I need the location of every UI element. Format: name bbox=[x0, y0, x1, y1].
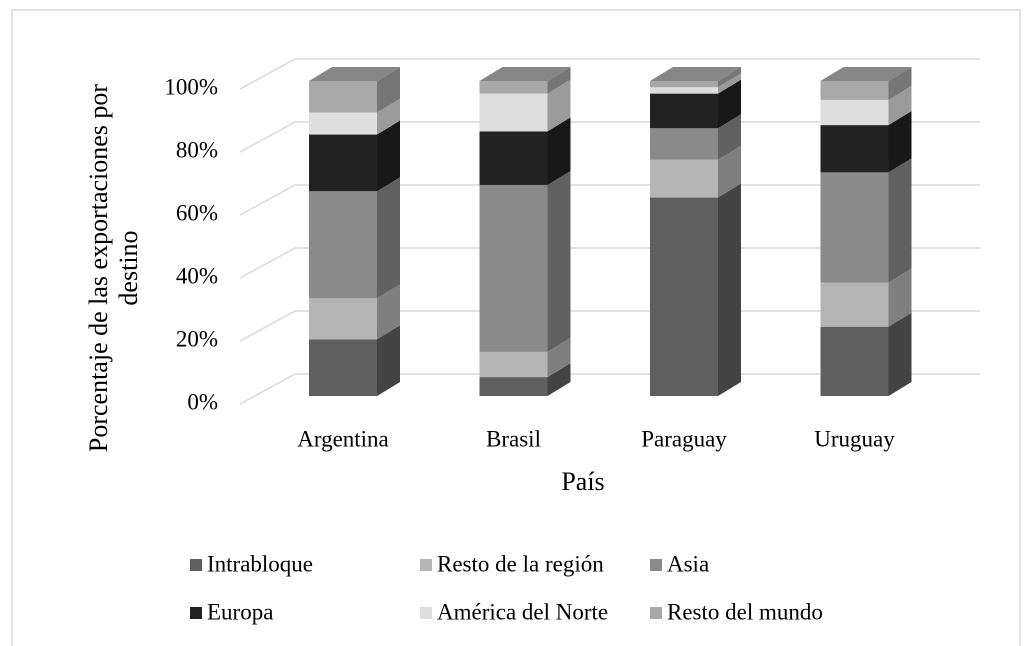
bar-side bbox=[547, 79, 571, 132]
legend-label: Intrabloque bbox=[207, 551, 313, 576]
grid-line bbox=[239, 184, 980, 216]
bar-side bbox=[377, 67, 400, 113]
bar-side bbox=[377, 120, 400, 192]
bar bbox=[479, 131, 548, 185]
bar-side bbox=[377, 284, 400, 340]
bar-top bbox=[309, 67, 400, 81]
y-tick-label: 100% bbox=[164, 74, 218, 99]
bar bbox=[309, 339, 377, 396]
y-tick-label: 40% bbox=[176, 263, 218, 288]
bar bbox=[650, 197, 718, 396]
bar-side bbox=[888, 111, 912, 173]
x-tick-label: Paraguay bbox=[641, 426, 727, 451]
bar-side bbox=[718, 183, 741, 396]
bar bbox=[479, 93, 548, 132]
bar bbox=[309, 112, 377, 135]
x-tick-label: Argentina bbox=[297, 426, 389, 451]
bar-side bbox=[377, 98, 400, 135]
legend-label: Europa bbox=[207, 599, 273, 624]
chart-frame bbox=[11, 9, 1021, 646]
legend-swatch bbox=[190, 607, 202, 619]
bar bbox=[650, 87, 718, 94]
bar-side bbox=[888, 312, 912, 396]
legend-label: Asia bbox=[667, 551, 709, 576]
bar bbox=[820, 282, 889, 327]
bar bbox=[479, 184, 548, 352]
bar-side bbox=[888, 67, 912, 100]
bar bbox=[309, 298, 377, 340]
bar bbox=[820, 99, 889, 126]
bar-side bbox=[718, 114, 741, 160]
bar-side bbox=[718, 67, 741, 88]
bar bbox=[309, 81, 377, 113]
bar-side bbox=[377, 325, 400, 396]
bar bbox=[650, 93, 718, 129]
legend-swatch bbox=[420, 559, 432, 571]
grid-line bbox=[239, 121, 980, 153]
legend-swatch bbox=[650, 607, 662, 619]
bar-side bbox=[888, 158, 912, 283]
bar bbox=[479, 351, 548, 378]
bar bbox=[479, 377, 548, 396]
bar bbox=[309, 134, 377, 192]
legend-swatch bbox=[190, 559, 202, 571]
grid-line bbox=[239, 373, 980, 405]
legend-label: Resto de la región bbox=[437, 551, 604, 576]
bar bbox=[820, 81, 889, 100]
y-tick-label: 80% bbox=[176, 137, 218, 162]
bar-side bbox=[377, 177, 400, 299]
y-axis-title: Porcentaje de las exportaciones por dest… bbox=[84, 83, 143, 453]
bar-top bbox=[820, 67, 912, 81]
x-tick-label: Brasil bbox=[486, 426, 541, 451]
y-tick-label: 60% bbox=[176, 200, 218, 225]
bar bbox=[309, 191, 377, 299]
grid-line bbox=[239, 310, 980, 342]
legend-label: América del Norte bbox=[437, 599, 608, 624]
y-tick-label: 0% bbox=[187, 389, 218, 414]
legend-label: Resto del mundo bbox=[667, 599, 823, 624]
y-tick-label: 20% bbox=[176, 326, 218, 351]
grid-line bbox=[239, 58, 980, 90]
bar-side bbox=[547, 117, 571, 185]
bar-side bbox=[547, 170, 571, 352]
bar-side bbox=[888, 85, 912, 126]
legend-swatch bbox=[650, 559, 662, 571]
bar bbox=[820, 125, 889, 173]
x-axis-title: País bbox=[561, 467, 604, 496]
bar-side bbox=[547, 363, 571, 396]
legend-swatch bbox=[420, 607, 432, 619]
bar-side bbox=[547, 67, 571, 94]
bar-side bbox=[718, 73, 741, 94]
bar bbox=[650, 128, 718, 160]
bar bbox=[650, 81, 718, 88]
bar-side bbox=[718, 79, 741, 129]
bar-side bbox=[718, 145, 741, 198]
bar bbox=[479, 81, 548, 94]
bar bbox=[820, 326, 889, 396]
grid-line bbox=[239, 247, 980, 279]
x-tick-label: Uruguay bbox=[814, 426, 895, 451]
bar bbox=[650, 159, 718, 198]
bar-top bbox=[479, 67, 571, 81]
bar-top bbox=[650, 67, 741, 81]
bar bbox=[820, 172, 889, 283]
bar-side bbox=[888, 268, 912, 327]
bar-side bbox=[547, 337, 571, 378]
